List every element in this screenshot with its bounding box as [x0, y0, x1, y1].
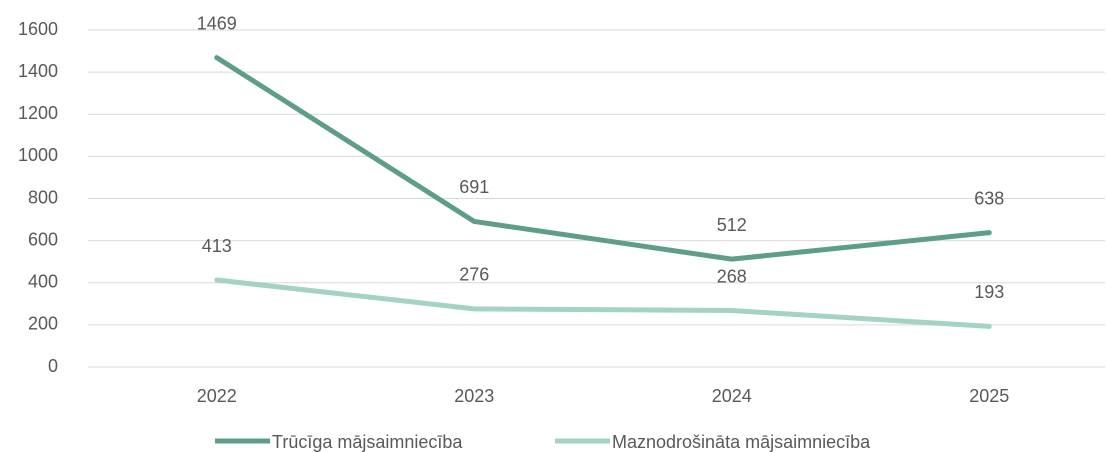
data-label: 413	[202, 236, 232, 256]
y-tick-label: 0	[48, 356, 58, 376]
y-tick-label: 800	[28, 187, 58, 207]
x-tick-label: 2023	[454, 386, 494, 406]
x-tick-label: 2025	[969, 386, 1009, 406]
data-label: 638	[974, 188, 1004, 208]
y-tick-label: 600	[28, 229, 58, 249]
data-label: 193	[974, 282, 1004, 302]
y-tick-label: 200	[28, 314, 58, 334]
y-tick-label: 1200	[18, 103, 58, 123]
y-tick-label: 400	[28, 272, 58, 292]
series-line	[214, 55, 992, 262]
series-line	[214, 277, 992, 329]
x-tick-label: 2024	[712, 386, 752, 406]
legend-label: Trūcīga mājsaimniecība	[272, 432, 463, 452]
legend-label: Maznodrošināta mājsaimniecība	[612, 432, 871, 452]
data-label: 691	[459, 177, 489, 197]
data-label: 1469	[197, 13, 237, 33]
y-tick-label: 1000	[18, 145, 58, 165]
data-label: 268	[717, 266, 747, 286]
y-tick-label: 1400	[18, 61, 58, 81]
x-tick-label: 2022	[197, 386, 237, 406]
y-tick-label: 1600	[18, 19, 58, 39]
data-label: 276	[459, 265, 489, 285]
data-label: 512	[717, 215, 747, 235]
